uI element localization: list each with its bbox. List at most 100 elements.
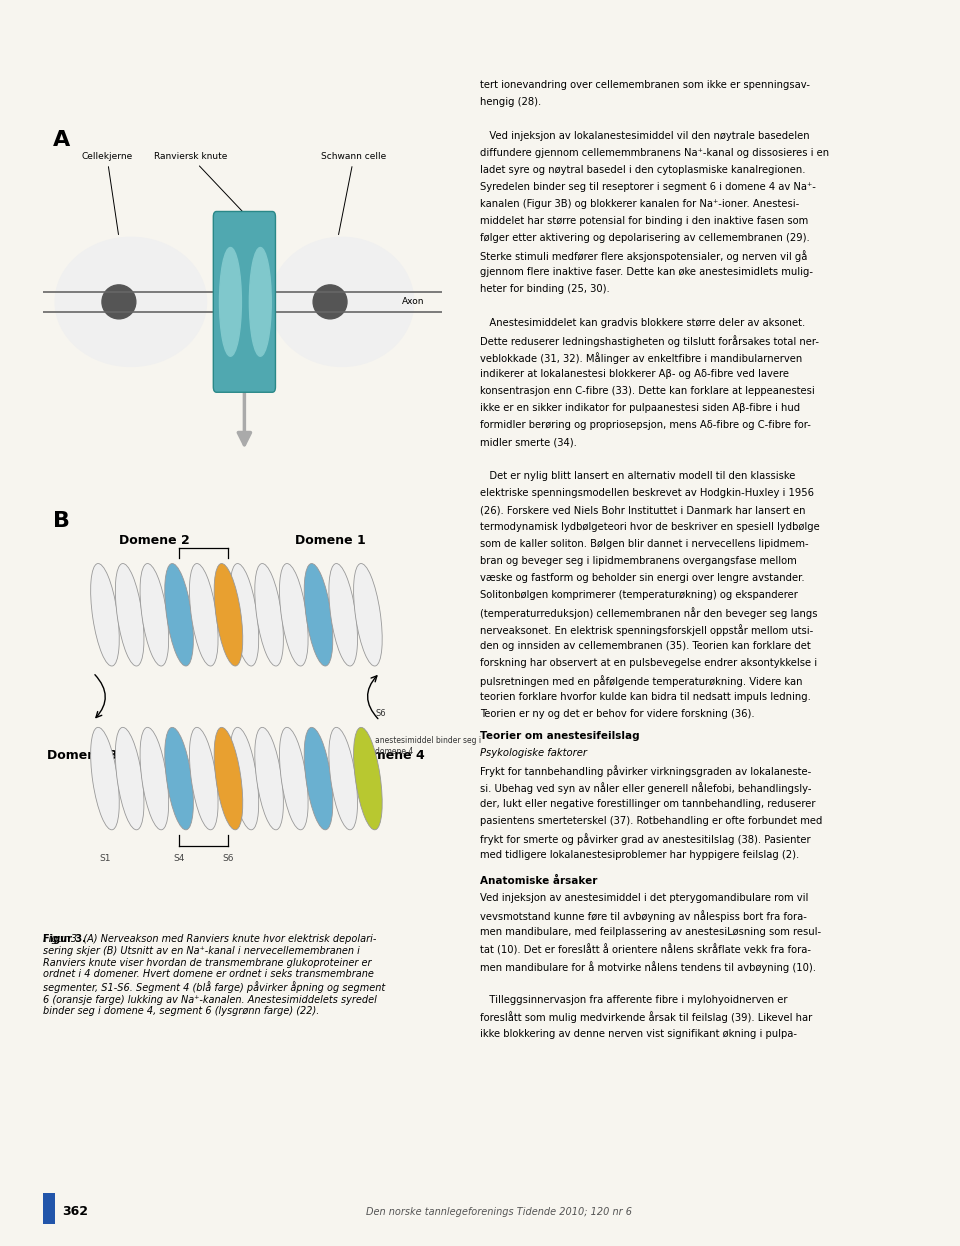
Text: S1: S1: [99, 854, 110, 862]
Ellipse shape: [102, 285, 135, 319]
Ellipse shape: [189, 728, 218, 830]
Text: hengig (28).: hengig (28).: [480, 97, 541, 107]
Text: væske og fastform og beholder sin energi over lengre avstander.: væske og fastform og beholder sin energi…: [480, 573, 804, 583]
Text: men mandibulare, med feilplassering av anestesiLøsning som resul-: men mandibulare, med feilplassering av a…: [480, 927, 821, 937]
Text: ikke er en sikker indikator for pulpaanestesi siden Aβ-fibre i hud: ikke er en sikker indikator for pulpaane…: [480, 404, 800, 414]
Ellipse shape: [329, 563, 357, 667]
Ellipse shape: [214, 563, 243, 667]
Text: Figur 3. (A) Nerveakson med Ranviers knute hvor elektrisk depolari-
sering skjer: Figur 3. (A) Nerveakson med Ranviers knu…: [43, 934, 386, 1017]
Ellipse shape: [230, 563, 258, 667]
Ellipse shape: [230, 728, 258, 830]
Text: (26). Forskere ved Niels Bohr Instituttet i Danmark har lansert en: (26). Forskere ved Niels Bohr Institutte…: [480, 505, 805, 515]
Ellipse shape: [165, 728, 193, 830]
Ellipse shape: [214, 728, 243, 830]
Text: ikke blokkering av denne nerven vist signifikant økning i pulpa-: ikke blokkering av denne nerven vist sig…: [480, 1029, 797, 1039]
Text: elektriske spenningsmodellen beskrevet av Hodgkin-Huxley i 1956: elektriske spenningsmodellen beskrevet a…: [480, 488, 814, 498]
Ellipse shape: [313, 285, 347, 319]
Text: Domene 3: Domene 3: [47, 749, 118, 761]
Text: Psykologiske faktorer: Psykologiske faktorer: [480, 748, 587, 758]
Text: diffundere gjennom cellememmbranens Na⁺-kanal og dissosieres i en: diffundere gjennom cellememmbranens Na⁺-…: [480, 148, 829, 158]
Text: frykt for smerte og påvirker grad av anestesitilslag (38). Pasienter: frykt for smerte og påvirker grad av ane…: [480, 834, 810, 845]
Text: Axon: Axon: [402, 298, 424, 307]
Text: vevsmotstand kunne føre til avbøyning av nålespiss bort fra fora-: vevsmotstand kunne føre til avbøyning av…: [480, 910, 806, 922]
Text: indikerer at lokalanestesi blokkerer Aβ- og Aδ-fibre ved lavere: indikerer at lokalanestesi blokkerer Aβ-…: [480, 369, 789, 379]
Text: med tidligere lokalanestesiproblemer har hyppigere feilslag (2).: med tidligere lokalanestesiproblemer har…: [480, 850, 800, 860]
Text: Anestesimiddelet kan gradvis blokkere større deler av aksonet.: Anestesimiddelet kan gradvis blokkere st…: [480, 318, 805, 328]
Text: Domene 1: Domene 1: [295, 535, 366, 547]
Text: Domene 4: Domene 4: [354, 749, 424, 761]
Text: ladet syre og nøytral basedel i den cytoplasmiske kanalregionen.: ladet syre og nøytral basedel i den cyto…: [480, 166, 805, 176]
Ellipse shape: [279, 728, 308, 830]
Text: Teorier om anestesifeilslag: Teorier om anestesifeilslag: [480, 731, 639, 741]
Text: kanalen (Figur 3B) og blokkerer kanalen for Na⁺-ioner. Anestesi-: kanalen (Figur 3B) og blokkerer kanalen …: [480, 199, 800, 209]
Text: B: B: [53, 511, 70, 531]
Text: middelet har større potensial for binding i den inaktive fasen som: middelet har større potensial for bindin…: [480, 217, 808, 227]
Text: Figur 3.: Figur 3.: [43, 934, 86, 944]
Text: Anatomiske årsaker: Anatomiske årsaker: [480, 876, 597, 886]
Ellipse shape: [90, 728, 119, 830]
Text: nerveaksonet. En elektrisk spenningsforskjell oppstår mellom utsi-: nerveaksonet. En elektrisk spenningsfors…: [480, 624, 813, 635]
Text: Domene 2: Domene 2: [119, 535, 190, 547]
Text: A: A: [53, 130, 70, 150]
Ellipse shape: [55, 237, 206, 366]
Ellipse shape: [254, 563, 283, 667]
Text: Det er nylig blitt lansert en alternativ modell til den klassiske: Det er nylig blitt lansert en alternativ…: [480, 471, 796, 481]
Text: tat (10). Det er foreslått å orientere nålens skråflate vekk fra fora-: tat (10). Det er foreslått å orientere n…: [480, 943, 811, 954]
Text: (temperaturreduksjon) cellemembranen når den beveger seg langs: (temperaturreduksjon) cellemembranen når…: [480, 607, 818, 619]
Text: som de kaller soliton. Bølgen blir dannet i nervecellens lipidmem-: som de kaller soliton. Bølgen blir danne…: [480, 540, 808, 549]
Text: konsentrasjon enn C-fibre (33). Dette kan forklare at leppeanestesi: konsentrasjon enn C-fibre (33). Dette ka…: [480, 386, 815, 396]
Text: men mandibulare for å motvirke nålens tendens til avbøyning (10).: men mandibulare for å motvirke nålens te…: [480, 961, 816, 973]
Text: 362: 362: [62, 1205, 88, 1219]
Text: si. Ubehag ved syn av nåler eller generell nålefobi, behandlingsly-: si. Ubehag ved syn av nåler eller genere…: [480, 782, 811, 794]
Text: Sterke stimuli medfører flere aksjonspotensialer, og nerven vil gå: Sterke stimuli medfører flere aksjonspot…: [480, 250, 807, 262]
Ellipse shape: [189, 563, 218, 667]
Ellipse shape: [115, 563, 144, 667]
Ellipse shape: [353, 563, 382, 667]
Text: veblokkade (31, 32). Målinger av enkeltfibre i mandibularnerven: veblokkade (31, 32). Målinger av enkeltf…: [480, 353, 803, 364]
Ellipse shape: [115, 728, 144, 830]
Text: Solitonbølgen komprimerer (temperaturøkning) og ekspanderer: Solitonbølgen komprimerer (temperaturøkn…: [480, 591, 798, 601]
Text: tert ionevandring over cellemembranen som ikke er spenningsav-: tert ionevandring over cellemembranen so…: [480, 80, 810, 90]
Text: midler smerte (34).: midler smerte (34).: [480, 437, 577, 447]
Text: Dette reduserer ledningshastigheten og tilslutt forårsakes total ner-: Dette reduserer ledningshastigheten og t…: [480, 335, 819, 348]
Text: foreslått som mulig medvirkende årsak til feilslag (39). Likevel har: foreslått som mulig medvirkende årsak ti…: [480, 1012, 812, 1023]
Text: S6: S6: [223, 854, 234, 862]
Text: Frykt for tannbehandling påvirker virkningsgraden av lokalaneste-: Frykt for tannbehandling påvirker virkni…: [480, 765, 811, 778]
Text: Ved injeksjon av anestesimiddel i det pterygomandibulare rom vil: Ved injeksjon av anestesimiddel i det pt…: [480, 892, 808, 902]
Text: Ranviersk knute: Ranviersk knute: [154, 152, 243, 212]
Text: der, lukt eller negative forestillinger om tannbehandling, reduserer: der, lukt eller negative forestillinger …: [480, 799, 815, 809]
Text: Cellekjerne: Cellekjerne: [82, 152, 132, 234]
Ellipse shape: [279, 563, 308, 667]
Text: gjennom flere inaktive faser. Dette kan øke anestesimidlets mulig-: gjennom flere inaktive faser. Dette kan …: [480, 267, 813, 277]
Ellipse shape: [304, 728, 333, 830]
Ellipse shape: [90, 563, 119, 667]
Text: Syredelen binder seg til reseptorer i segment 6 i domene 4 av Na⁺-: Syredelen binder seg til reseptorer i se…: [480, 182, 816, 192]
Text: Den norske tannlegeforenings Tidende 2010; 120 nr 6: Den norske tannlegeforenings Tidende 201…: [366, 1206, 633, 1217]
Ellipse shape: [250, 248, 272, 356]
Ellipse shape: [254, 728, 283, 830]
Text: Teorien er ny og det er behov for videre forskning (36).: Teorien er ny og det er behov for videre…: [480, 709, 755, 719]
Ellipse shape: [165, 563, 193, 667]
Ellipse shape: [304, 563, 333, 667]
Text: bran og beveger seg i lipidmembranens overgangsfase mellom: bran og beveger seg i lipidmembranens ov…: [480, 556, 797, 566]
Text: Ved injeksjon av lokalanestesimiddel vil den nøytrale basedelen: Ved injeksjon av lokalanestesimiddel vil…: [480, 131, 809, 141]
Text: forskning har observert at en pulsbevegelse endrer aksontykkelse i: forskning har observert at en pulsbevege…: [480, 658, 817, 668]
Text: pulsretningen med en påfølgende temperaturøkning. Videre kan: pulsretningen med en påfølgende temperat…: [480, 675, 803, 687]
Text: anestesimiddel binder seg i
domene 4: anestesimiddel binder seg i domene 4: [375, 736, 481, 755]
Ellipse shape: [329, 728, 357, 830]
FancyBboxPatch shape: [213, 212, 276, 392]
Text: pasientens smerteterskel (37). Rotbehandling er ofte forbundet med: pasientens smerteterskel (37). Rotbehand…: [480, 816, 823, 826]
Text: termodynamisk lydbølgeteori hvor de beskriver en spesiell lydbølge: termodynamisk lydbølgeteori hvor de besk…: [480, 522, 820, 532]
Text: teorien forklare hvorfor kulde kan bidra til nedsatt impuls ledning.: teorien forklare hvorfor kulde kan bidra…: [480, 692, 811, 701]
Ellipse shape: [271, 237, 414, 366]
Text: den og innsiden av cellemembranen (35). Teorien kan forklare det: den og innsiden av cellemembranen (35). …: [480, 642, 811, 652]
Ellipse shape: [353, 728, 382, 830]
Text: formidler berøring og propriosepsjon, mens Aδ-fibre og C-fibre for-: formidler berøring og propriosepsjon, me…: [480, 420, 811, 430]
Ellipse shape: [220, 248, 241, 356]
Text: Tilleggsinnervasjon fra afferente fibre i mylohyoidnerven er: Tilleggsinnervasjon fra afferente fibre …: [480, 994, 787, 1004]
Ellipse shape: [140, 728, 169, 830]
Text: heter for binding (25, 30).: heter for binding (25, 30).: [480, 284, 610, 294]
Bar: [43, 1194, 55, 1224]
Text: Schwann celle: Schwann celle: [322, 152, 387, 234]
Text: S4: S4: [174, 854, 184, 862]
